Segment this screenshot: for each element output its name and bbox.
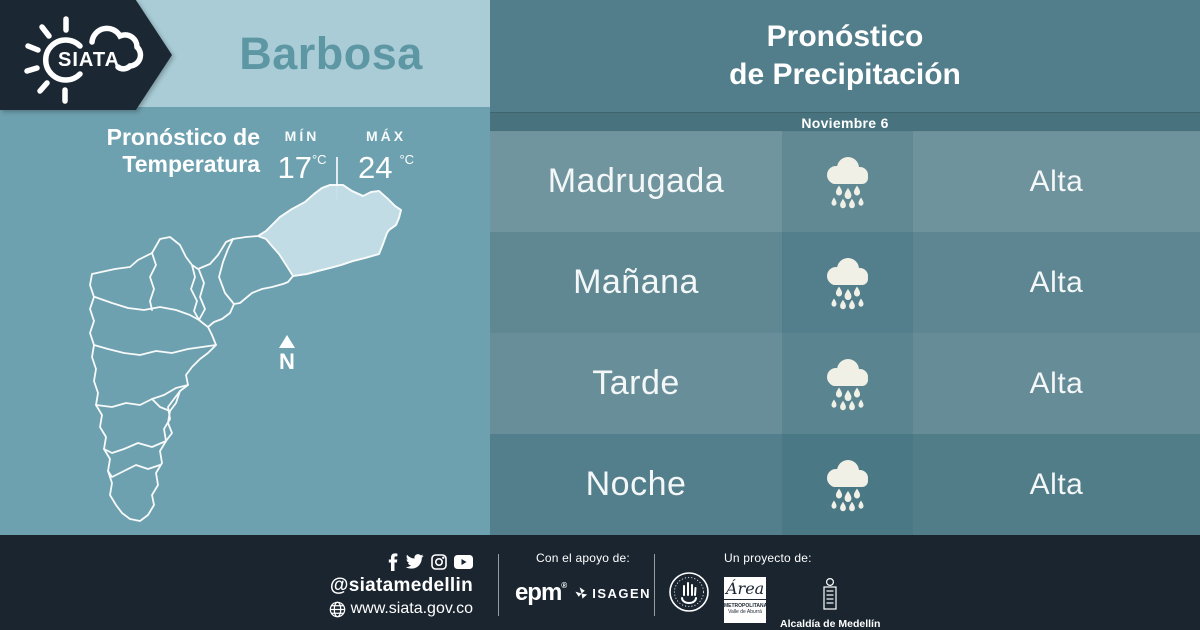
temperature-title-line1: Pronóstico de — [106, 124, 260, 150]
twitter-icon[interactable] — [405, 554, 424, 570]
forecast-icon-cell — [782, 434, 913, 535]
support-logos: epm® ISAGEN — [512, 579, 654, 607]
footer: @siatamedellin www.siata.gov.co Con el a… — [0, 535, 1200, 630]
precipitation-title: Pronóstico de Precipitación — [490, 0, 1200, 112]
footer-divider — [498, 554, 499, 616]
rain-cloud-icon — [820, 154, 876, 210]
forecast-row-manana: Mañana Alta — [490, 232, 1200, 333]
max-label: MÁX — [365, 128, 407, 144]
youtube-icon[interactable] — [454, 555, 473, 569]
area-logo-line1: METROPOLITANA — [724, 603, 768, 609]
instagram-icon[interactable] — [431, 554, 447, 570]
period-label: Madrugada — [490, 131, 782, 232]
epm-registered-mark: ® — [561, 581, 567, 590]
forecast-date: Noviembre 6 — [490, 112, 1200, 132]
min-label: MÍN — [284, 128, 320, 144]
project-block: Un proyecto de: Área METROPOLITANA Valle… — [724, 551, 880, 630]
municipality-name: Barbosa — [239, 27, 423, 79]
north-label: N — [279, 349, 295, 374]
siata-logo-text: SIATA — [58, 49, 120, 71]
level-label: Alta — [913, 232, 1200, 333]
precipitation-panel: Pronóstico de Precipitación Noviembre 6 … — [490, 0, 1200, 535]
minmax-divider — [336, 157, 338, 199]
level-label: Alta — [913, 333, 1200, 434]
facebook-icon[interactable] — [388, 553, 398, 571]
temperature-panel: Pronóstico de Temperatura MÍN 17°C MÁX 2… — [0, 107, 490, 535]
forecast-row-madrugada: Madrugada Alta — [490, 131, 1200, 232]
footer-divider — [654, 554, 655, 616]
min-value: 17°C — [272, 150, 332, 186]
period-label: Tarde — [490, 333, 782, 434]
max-value: 24 °C — [346, 150, 426, 186]
level-label: Alta — [913, 434, 1200, 535]
website-link[interactable]: www.siata.gov.co — [350, 600, 473, 617]
precipitation-title-line1: Pronóstico — [766, 20, 924, 53]
alcaldia-logo: Alcaldía de Medellín — [780, 577, 880, 630]
website-row: www.siata.gov.co — [329, 600, 473, 618]
temperature-title: Pronóstico de Temperatura — [60, 124, 260, 178]
area-logo-script: Área — [724, 579, 767, 600]
forecast-table: Madrugada Alta Mañana Alta Tarde Alta No… — [490, 131, 1200, 535]
forecast-icon-cell — [782, 232, 913, 333]
epm-logo: epm® — [514, 579, 567, 607]
globe-icon — [329, 601, 345, 617]
project-logos: Área METROPOLITANA Valle de Aburrá Alcal… — [724, 577, 880, 630]
isagen-logo-text: ISAGEN — [592, 585, 652, 601]
siata-banner: SIATA — [0, 0, 172, 110]
period-label: Mañana — [490, 232, 782, 333]
map-region-barbosa — [257, 184, 402, 277]
min-unit: °C — [311, 152, 327, 167]
isagen-pinwheel-icon — [575, 586, 588, 599]
max-temperature: MÁX 24 °C — [346, 128, 426, 186]
alcaldia-emblem-icon — [823, 577, 837, 610]
university-seal-icon — [669, 572, 709, 612]
min-number: 17 — [277, 150, 312, 185]
support-label: Con el apoyo de: — [536, 551, 630, 565]
area-logo-line2: Valle de Aburrá — [728, 609, 762, 615]
north-arrow-icon: N — [279, 335, 295, 374]
forecast-row-tarde: Tarde Alta — [490, 333, 1200, 434]
level-label: Alta — [913, 131, 1200, 232]
precipitation-title-line2: de Precipitación — [729, 58, 961, 91]
social-block: @siatamedellin www.siata.gov.co — [329, 553, 473, 618]
isagen-logo: ISAGEN — [574, 586, 651, 601]
temperature-title-line2: Temperatura — [122, 151, 260, 177]
siata-logo: SIATA — [24, 16, 144, 104]
forecast-icon-cell — [782, 333, 913, 434]
rain-cloud-icon — [820, 457, 876, 513]
rain-cloud-icon — [820, 255, 876, 311]
period-label: Noche — [490, 434, 782, 535]
project-label: Un proyecto de: — [724, 551, 812, 565]
max-number: 24 — [357, 150, 393, 185]
rain-cloud-icon — [820, 356, 876, 412]
max-unit: °C — [399, 152, 415, 167]
alcaldia-logo-text: Alcaldía de Medellín — [780, 618, 881, 630]
forecast-icon-cell — [782, 131, 913, 232]
social-handle[interactable]: @siatamedellin — [329, 575, 473, 596]
support-block: Con el apoyo de: epm® ISAGEN — [512, 551, 654, 607]
aburra-valley-map: N — [89, 184, 402, 522]
epm-logo-text: epm — [514, 579, 562, 606]
forecast-row-noche: Noche Alta — [490, 434, 1200, 535]
min-temperature: MÍN 17°C — [272, 128, 332, 186]
area-metropolitana-logo: Área METROPOLITANA Valle de Aburrá — [724, 577, 768, 623]
social-icons — [329, 553, 473, 571]
